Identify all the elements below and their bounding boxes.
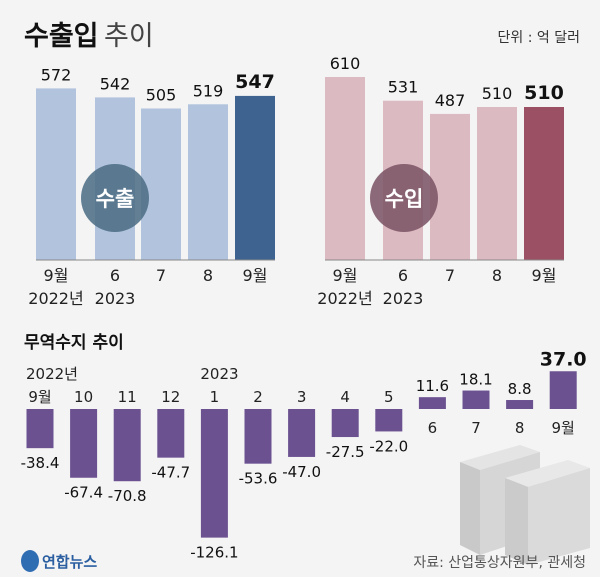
bar (477, 107, 517, 260)
value-label: 519 (193, 81, 224, 100)
shipping-container-illustration (460, 445, 590, 565)
bar (288, 409, 316, 457)
bar (200, 409, 228, 538)
month-label: 8 (492, 266, 502, 285)
month-label: 4 (340, 388, 350, 406)
year-label: 2023 (383, 289, 424, 308)
year-label: 2022년 (26, 365, 78, 383)
value-label: 531 (388, 78, 419, 97)
month-label: 2 (253, 388, 263, 406)
value-label: 510 (524, 82, 564, 104)
month-label: 9월 (28, 388, 51, 406)
source-text: 자료: 산업통상자원부, 관세청 (413, 555, 586, 571)
month-label: 6 (398, 266, 408, 285)
bar (506, 400, 534, 409)
export-import-charts: 572 9월 2022년 542 6 2023 505 7 519 8 547 9월 수출 610 9월 20… (28, 54, 564, 308)
badge-circle (81, 164, 149, 232)
value-label: -126.1 (190, 544, 238, 562)
bar (331, 409, 359, 438)
month-label: 5 (384, 388, 394, 406)
month-label: 9월 (243, 266, 268, 285)
value-label: -22.0 (369, 437, 408, 455)
value-label: 610 (330, 54, 361, 73)
month-label: 3 (297, 388, 307, 406)
badge-label: 수입 (385, 187, 424, 211)
yonhap-logo: 연합뉴스 (21, 550, 97, 572)
year-label: 2023 (200, 365, 238, 383)
month-label: 1 (210, 388, 220, 406)
bar (244, 409, 272, 464)
value-label: 11.6 (416, 377, 449, 395)
value-label: 505 (146, 86, 177, 105)
month-label: 10 (74, 388, 93, 406)
bar (524, 107, 564, 260)
value-label: 572 (41, 65, 72, 84)
year-label: 2022년 (317, 289, 372, 308)
month-label: 8 (515, 419, 525, 437)
value-label: -53.6 (239, 470, 278, 488)
value-label: 510 (482, 84, 513, 103)
trade-balance-chart: 9월 -38.4 2022년 10 -67.4 11 -70.8 12 -47.7 1 -126.1… (21, 348, 587, 561)
bar (462, 390, 490, 409)
year-label: 2022년 (28, 289, 83, 308)
bar (325, 77, 365, 260)
title-bold: 수출입 (24, 21, 99, 52)
month-label: 9월 (44, 266, 69, 285)
bar (375, 409, 403, 432)
month-label: 7 (471, 419, 481, 437)
bar (36, 88, 76, 261)
value-label: 37.0 (540, 348, 587, 370)
bar (430, 113, 470, 261)
month-label: 9월 (333, 266, 358, 285)
year-label: 2023 (95, 289, 136, 308)
value-label: -47.7 (151, 464, 190, 482)
value-label: -47.0 (282, 463, 321, 481)
month-label: 6 (428, 419, 438, 437)
export-chart: 572 9월 2022년 542 6 2023 505 7 519 8 547 9월 수출 (28, 65, 275, 308)
title-light: 추이 (104, 21, 154, 52)
bar (549, 371, 577, 409)
value-label: 547 (235, 71, 275, 93)
value-label: 18.1 (459, 371, 492, 389)
value-label: 8.8 (508, 380, 532, 398)
value-label: -27.5 (326, 443, 365, 461)
month-label: 12 (161, 388, 180, 406)
value-label: 487 (435, 91, 466, 110)
badge-label: 수출 (96, 187, 135, 211)
month-label: 7 (156, 266, 166, 285)
bar (418, 397, 446, 409)
month-label: 9월 (552, 419, 575, 437)
bar (113, 409, 141, 482)
value-label: -70.8 (108, 487, 147, 505)
logo-icon (21, 550, 39, 572)
bar (26, 409, 54, 449)
import-chart: 610 9월 2022년 531 6 2023 487 7 510 8 510 9월 수입 (317, 54, 564, 308)
month-label: 11 (118, 388, 137, 406)
month-label: 8 (203, 266, 213, 285)
month-label: 7 (445, 266, 455, 285)
unit-label: 단위 : 억 달러 (498, 30, 580, 46)
bar (70, 409, 98, 478)
logo-text: 연합뉴스 (42, 553, 97, 571)
value-label: -38.4 (21, 454, 60, 472)
value-label: 542 (100, 74, 131, 93)
bar (141, 108, 181, 260)
value-label: -67.4 (64, 484, 103, 502)
badge-circle (370, 164, 438, 232)
balance-title: 무역수지 추이 (24, 333, 124, 353)
month-label: 6 (110, 266, 120, 285)
bar (235, 95, 275, 261)
bar (188, 104, 228, 260)
month-label: 9월 (532, 266, 557, 285)
bar (157, 409, 185, 458)
